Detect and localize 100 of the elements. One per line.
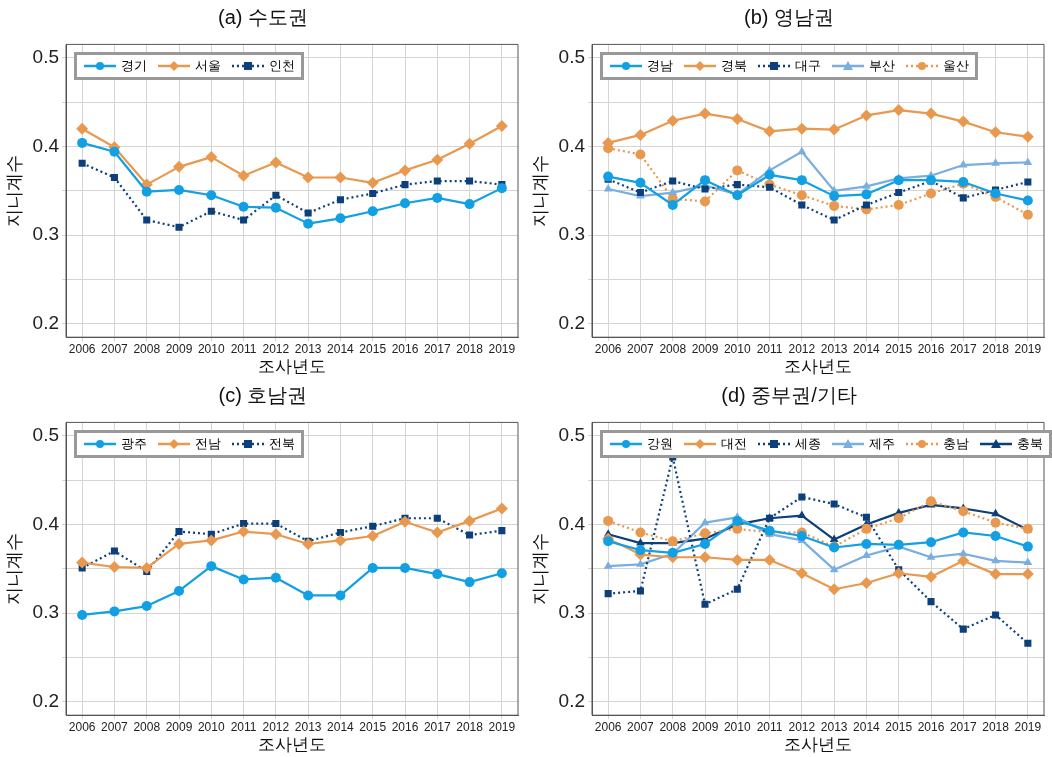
point — [464, 199, 475, 210]
point — [861, 189, 872, 200]
point — [238, 574, 249, 585]
point — [369, 522, 377, 530]
legend-label: 전남 — [195, 435, 221, 454]
point — [77, 609, 88, 620]
point — [303, 218, 314, 229]
point — [206, 190, 217, 201]
point — [795, 567, 808, 580]
point — [238, 201, 249, 212]
point — [796, 175, 807, 186]
point — [959, 625, 967, 633]
point — [237, 525, 250, 538]
point — [925, 570, 937, 583]
point — [76, 122, 89, 135]
x-tick-label: 2013 — [820, 341, 848, 356]
point — [636, 538, 645, 546]
point — [925, 107, 937, 120]
x-axis-title: 조사년도 — [258, 735, 327, 755]
point — [893, 200, 904, 210]
x-tick-label: 2009 — [165, 719, 193, 734]
x-tick-label: 2019 — [1014, 719, 1042, 734]
x-axis-title: 조사년도 — [258, 357, 327, 377]
point — [141, 186, 152, 197]
point — [958, 548, 968, 557]
point — [667, 200, 678, 210]
point — [272, 191, 280, 199]
x-tick-label: 2013 — [294, 341, 322, 356]
point — [699, 107, 712, 120]
y-tick-label: 0.5 — [32, 45, 60, 67]
point — [269, 528, 282, 541]
point — [336, 528, 344, 536]
point — [175, 223, 183, 231]
legend-label: 충남 — [943, 435, 969, 454]
point — [108, 561, 121, 574]
point — [699, 551, 712, 564]
point — [989, 126, 1002, 139]
x-tick-label: 2007 — [627, 341, 655, 356]
x-tick-label: 2012 — [788, 341, 816, 356]
x-tick-label: 2009 — [165, 341, 193, 356]
legend-label: 경남 — [647, 57, 673, 76]
point — [733, 585, 741, 593]
point — [991, 555, 1000, 564]
legend-label: 전북 — [269, 435, 295, 454]
x-tick-label: 2016 — [917, 341, 945, 356]
x-tick-label: 2015 — [359, 719, 387, 734]
point — [141, 601, 152, 612]
point — [862, 513, 870, 521]
y-tick-label: 0.2 — [32, 690, 60, 712]
point — [635, 149, 646, 160]
point — [432, 192, 443, 203]
x-tick-label: 2006 — [68, 719, 96, 734]
chart-title: (c) 호남권 — [217, 383, 309, 408]
point — [1024, 178, 1032, 186]
y-axis-title: 지니계수 — [3, 532, 24, 605]
x-tick-label: 2008 — [659, 719, 687, 734]
point — [1022, 541, 1033, 552]
point — [302, 171, 315, 184]
legend-label: 대구 — [795, 57, 821, 76]
point — [828, 583, 841, 596]
point — [334, 534, 347, 547]
point — [269, 156, 282, 169]
point — [174, 585, 185, 596]
point — [237, 169, 250, 182]
point — [78, 159, 86, 167]
point — [893, 513, 904, 524]
y-tick-label: 0.2 — [32, 312, 60, 334]
point — [990, 188, 1001, 199]
legend-label: 울산 — [943, 57, 969, 76]
point — [431, 153, 444, 166]
x-axis-title: 조사년도 — [784, 357, 853, 377]
x-tick-label: 2016 — [391, 341, 419, 356]
point — [240, 216, 248, 224]
y-tick-label: 0.5 — [558, 45, 586, 67]
point — [700, 517, 710, 526]
point — [207, 207, 215, 215]
point — [603, 561, 613, 569]
x-tick-label: 2015 — [885, 719, 913, 734]
legend-label: 대전 — [721, 435, 747, 454]
point — [669, 177, 677, 185]
point — [109, 606, 120, 617]
point — [732, 515, 743, 526]
y-axis-title: 지니계수 — [3, 154, 24, 227]
x-tick-label: 2013 — [820, 719, 848, 734]
point — [143, 216, 151, 224]
legend-label: 강원 — [647, 435, 673, 454]
x-tick-label: 2010 — [723, 719, 751, 734]
point — [700, 196, 711, 207]
point — [764, 169, 775, 180]
x-tick-label: 2018 — [982, 341, 1010, 356]
x-tick-label: 2014 — [853, 719, 881, 734]
point — [829, 191, 840, 202]
point — [270, 202, 281, 213]
point — [367, 206, 378, 217]
x-tick-label: 2014 — [327, 341, 355, 356]
point — [495, 120, 508, 133]
point — [496, 568, 507, 579]
point — [303, 590, 314, 601]
point — [432, 569, 443, 580]
point — [798, 493, 806, 501]
